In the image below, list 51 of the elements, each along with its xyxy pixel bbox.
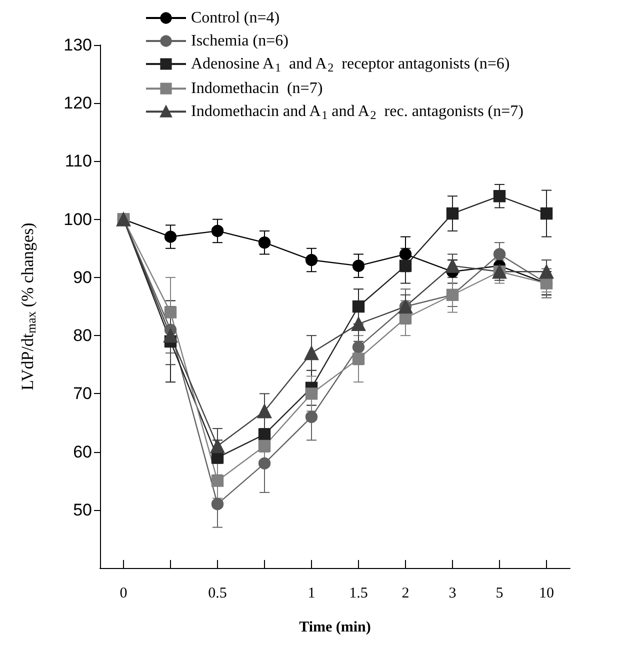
point — [211, 224, 224, 238]
y-tick-label: 70 — [73, 384, 92, 404]
point — [493, 190, 506, 202]
point — [211, 474, 224, 487]
point — [257, 404, 272, 418]
point — [352, 300, 365, 313]
point — [258, 428, 271, 440]
y-tick-label: 90 — [73, 268, 92, 287]
x-tick-label: 1 — [308, 586, 316, 602]
point — [258, 457, 271, 470]
legend-label: Ischemia (n=6) — [191, 32, 288, 50]
y-tick-label: 80 — [73, 326, 92, 346]
point — [446, 207, 459, 220]
point — [258, 236, 271, 249]
point — [352, 352, 365, 365]
point — [539, 264, 554, 279]
x-tick-label: 1.5 — [349, 586, 368, 602]
x-tick-label: 3 — [448, 586, 456, 602]
x-tick-label: 5 — [496, 586, 504, 602]
y-axis-title: LVdP/dtmax (% changes) — [18, 222, 38, 390]
point — [210, 438, 225, 454]
y-tick-label: 110 — [64, 152, 92, 171]
y-tick-label: 50 — [73, 500, 92, 520]
point — [305, 254, 318, 266]
point — [164, 230, 177, 243]
y-tick-label: 100 — [64, 210, 92, 229]
point — [211, 498, 224, 510]
x-tick-label: 0 — [120, 586, 128, 602]
x-tick-label: 10 — [539, 586, 554, 602]
point — [493, 248, 506, 260]
point — [258, 440, 271, 452]
point — [352, 260, 365, 272]
legend-label: Control (n=4) — [191, 10, 280, 26]
point — [305, 388, 318, 400]
point — [399, 260, 412, 272]
x-tick-label: 2 — [402, 586, 410, 602]
point — [352, 341, 365, 354]
y-tick-label: 120 — [64, 94, 92, 113]
point — [399, 248, 412, 260]
y-tick-label: 60 — [73, 442, 92, 462]
point — [445, 258, 460, 273]
x-tick-label: 0.5 — [208, 586, 227, 602]
y-tick-label: 130 — [64, 36, 92, 54]
point — [351, 316, 366, 332]
point — [305, 410, 318, 424]
x-axis-title: Time (min) — [299, 620, 371, 636]
legend-label: Indomethacin (n=7) — [191, 80, 323, 98]
point — [163, 328, 178, 343]
point — [540, 207, 553, 220]
point — [164, 306, 177, 318]
point — [304, 346, 319, 360]
